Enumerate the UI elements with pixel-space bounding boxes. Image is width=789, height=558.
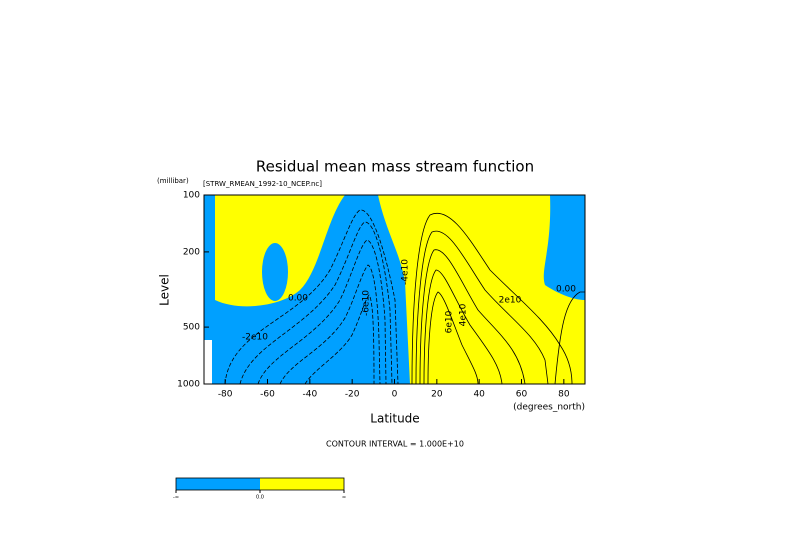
- x-axis-label: Latitude: [370, 412, 419, 426]
- contour-label: -4e10: [401, 259, 411, 285]
- contour-field: [204, 195, 585, 385]
- y-tick-label: 500: [183, 323, 200, 333]
- x-tick-label: 0: [392, 390, 398, 400]
- negative-contours: [224, 209, 399, 385]
- colorbar-label: -∞: [173, 495, 179, 501]
- x-tick-label: 20: [431, 390, 443, 400]
- y-axis-label: Level: [158, 274, 172, 306]
- contour-label: 0.00: [556, 285, 576, 295]
- colorbar-positive: [260, 478, 344, 490]
- negative-region: [543, 195, 585, 300]
- contour-label: 6e10: [445, 310, 455, 333]
- colorbar-label: ∞: [342, 495, 346, 501]
- footnote: CONTOUR INTERVAL = 1.000E+10: [326, 440, 464, 449]
- x-tick-label: 40: [473, 390, 485, 400]
- colorbar-label: 0.0: [256, 495, 264, 501]
- x-tick-label: -40: [302, 390, 317, 400]
- x-tick-label: -80: [218, 390, 233, 400]
- x-tick-label: 80: [558, 390, 570, 400]
- x-tick-label: 60: [516, 390, 528, 400]
- colorbar-negative: [176, 478, 260, 490]
- x-unit: (degrees_north): [513, 403, 585, 413]
- negative-region: [262, 243, 288, 301]
- y-tick-label: 100: [183, 191, 200, 201]
- positive-contours: [411, 212, 585, 385]
- y-tick-label: 1000: [177, 380, 200, 390]
- contour-label: -2e10: [242, 333, 268, 343]
- contour-label: 0.00: [288, 294, 308, 304]
- subtitle: [STRW_RMEAN_1992-10_NCEP.nc]: [203, 180, 322, 188]
- missing-region: [204, 340, 212, 384]
- x-tick-label: -60: [260, 390, 275, 400]
- y-tick-label: 200: [183, 247, 200, 257]
- contour-label: -6e10: [362, 290, 372, 316]
- contour-label: 4e10: [459, 303, 469, 326]
- chart-title: Residual mean mass stream function: [256, 158, 534, 176]
- contour-label: 2e10: [499, 296, 522, 306]
- negative-region: [204, 195, 410, 384]
- y-unit: (millibar): [157, 177, 189, 185]
- x-tick-label: -20: [345, 390, 360, 400]
